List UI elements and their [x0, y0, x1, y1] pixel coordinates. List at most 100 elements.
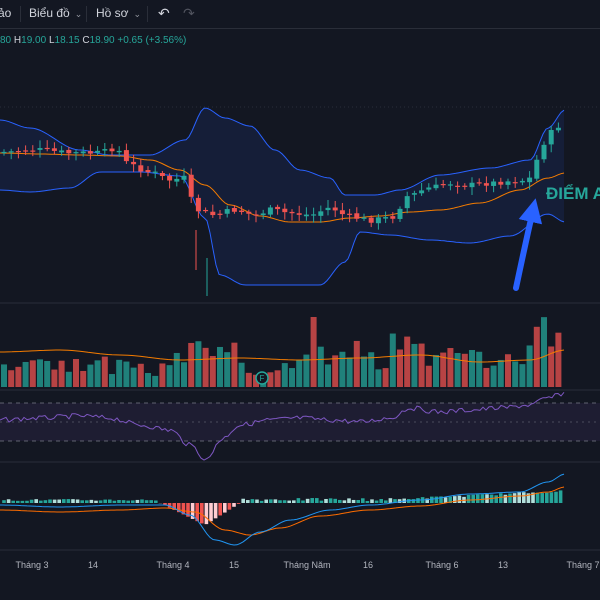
candle-body	[260, 213, 266, 216]
candle-body	[188, 174, 194, 197]
candle-body	[347, 213, 353, 215]
toolbar-cut-item[interactable]: ảo	[0, 6, 12, 20]
macd-histogram-bar	[351, 499, 356, 503]
candle	[131, 154, 137, 173]
candle-body	[462, 185, 468, 187]
candle-body	[433, 184, 439, 189]
macd-histogram-bar	[16, 500, 20, 503]
macd-histogram-bar	[204, 503, 209, 525]
candle-body	[138, 165, 144, 172]
macd-histogram-bar	[112, 500, 117, 503]
macd-histogram-bar	[209, 503, 213, 522]
candle-body	[174, 178, 180, 182]
annotation: ĐIỂM A	[513, 184, 600, 291]
x-axis-tick-label: Tháng 6	[425, 560, 458, 570]
toolbar-separator	[147, 6, 148, 22]
x-axis-tick-label: 14	[88, 560, 98, 570]
macd-histogram-bar	[264, 499, 268, 503]
volume-bar	[101, 356, 108, 387]
macd-histogram-bar	[85, 500, 89, 503]
macd-histogram-bar	[342, 500, 347, 503]
candle-body	[512, 182, 518, 184]
candle-body	[411, 193, 417, 195]
macd-histogram-bar	[108, 499, 112, 503]
volume-bar	[51, 369, 58, 387]
candle	[548, 125, 554, 153]
macd-histogram-bar	[98, 500, 103, 503]
profile-menu[interactable]: Hồ sơ ⌄	[96, 6, 141, 20]
candle	[555, 122, 561, 133]
candle	[15, 147, 21, 159]
macd-histogram-bar	[540, 493, 544, 503]
macd-histogram-bar	[236, 503, 241, 504]
candle	[519, 178, 525, 186]
chevron-down-icon: ⌄	[133, 9, 142, 19]
volume-bar	[152, 375, 159, 387]
macd-histogram-bar	[531, 492, 535, 503]
candle-body	[491, 181, 497, 186]
candle-body	[159, 173, 165, 177]
volume-marker[interactable]: F	[255, 371, 269, 385]
candle	[203, 207, 209, 213]
candle	[462, 183, 468, 190]
chart-type-menu[interactable]: Biểu đồ ⌄	[29, 6, 82, 20]
volume-bar	[497, 359, 504, 387]
candle	[116, 146, 122, 157]
macd-histogram-bar	[227, 503, 232, 510]
macd-histogram-bar	[296, 498, 301, 503]
ohlc-legend: 80 H19.00 L18.15 C18.90 +0.65 (+3.56%)	[0, 35, 186, 46]
macd-histogram-bar	[526, 493, 531, 503]
candle	[527, 171, 533, 190]
volume-bar	[346, 357, 353, 387]
candle	[8, 148, 14, 160]
volume-bar	[325, 364, 331, 387]
candle	[95, 146, 101, 156]
macd-histogram-bar	[503, 494, 508, 503]
candle	[109, 143, 115, 157]
volume-bar	[209, 356, 216, 387]
volume-bar	[505, 354, 511, 387]
macd-histogram-bar	[319, 500, 324, 503]
volume-bar	[541, 317, 547, 387]
candle-body	[23, 150, 29, 152]
rsi-pane	[0, 391, 600, 461]
macd-histogram-bar	[259, 500, 264, 503]
volume-bar	[181, 362, 187, 387]
redo-icon[interactable]: ↷	[183, 5, 195, 21]
x-axis-tick-label: Tháng 7	[566, 560, 599, 570]
candle-body	[303, 214, 309, 217]
volume-bar	[382, 368, 389, 387]
chart-type-label: Biểu đồ	[29, 6, 70, 20]
macd-histogram-bar	[494, 495, 498, 503]
macd-histogram-bar	[476, 494, 480, 503]
volume-pane	[0, 317, 565, 387]
candle-body	[282, 208, 288, 213]
candle	[87, 144, 93, 160]
rsi-line	[0, 391, 565, 461]
macd-histogram-bar	[149, 500, 153, 503]
candle-body	[116, 150, 122, 153]
macd-histogram-bar	[324, 498, 328, 503]
macd-histogram-bar	[379, 499, 383, 503]
volume-bar	[461, 353, 468, 387]
candle	[440, 179, 446, 188]
macd-histogram-bar	[558, 490, 563, 503]
volume-bar	[353, 340, 360, 387]
candle	[260, 209, 266, 220]
candle	[123, 143, 129, 164]
volume-bar	[397, 349, 403, 387]
candle	[534, 155, 540, 182]
volume-bar	[303, 354, 310, 387]
macd-histogram-bar	[393, 499, 397, 503]
volume-bar	[404, 336, 411, 387]
volume-bar	[238, 362, 245, 387]
macd-histogram-bar	[397, 499, 402, 503]
undo-icon[interactable]: ↶	[158, 5, 170, 21]
candle	[80, 146, 86, 157]
volume-bar	[8, 370, 15, 387]
bb-lower-line	[0, 171, 565, 286]
candle	[73, 149, 79, 161]
candle	[433, 177, 439, 191]
legend-low-label: L	[48, 35, 55, 46]
